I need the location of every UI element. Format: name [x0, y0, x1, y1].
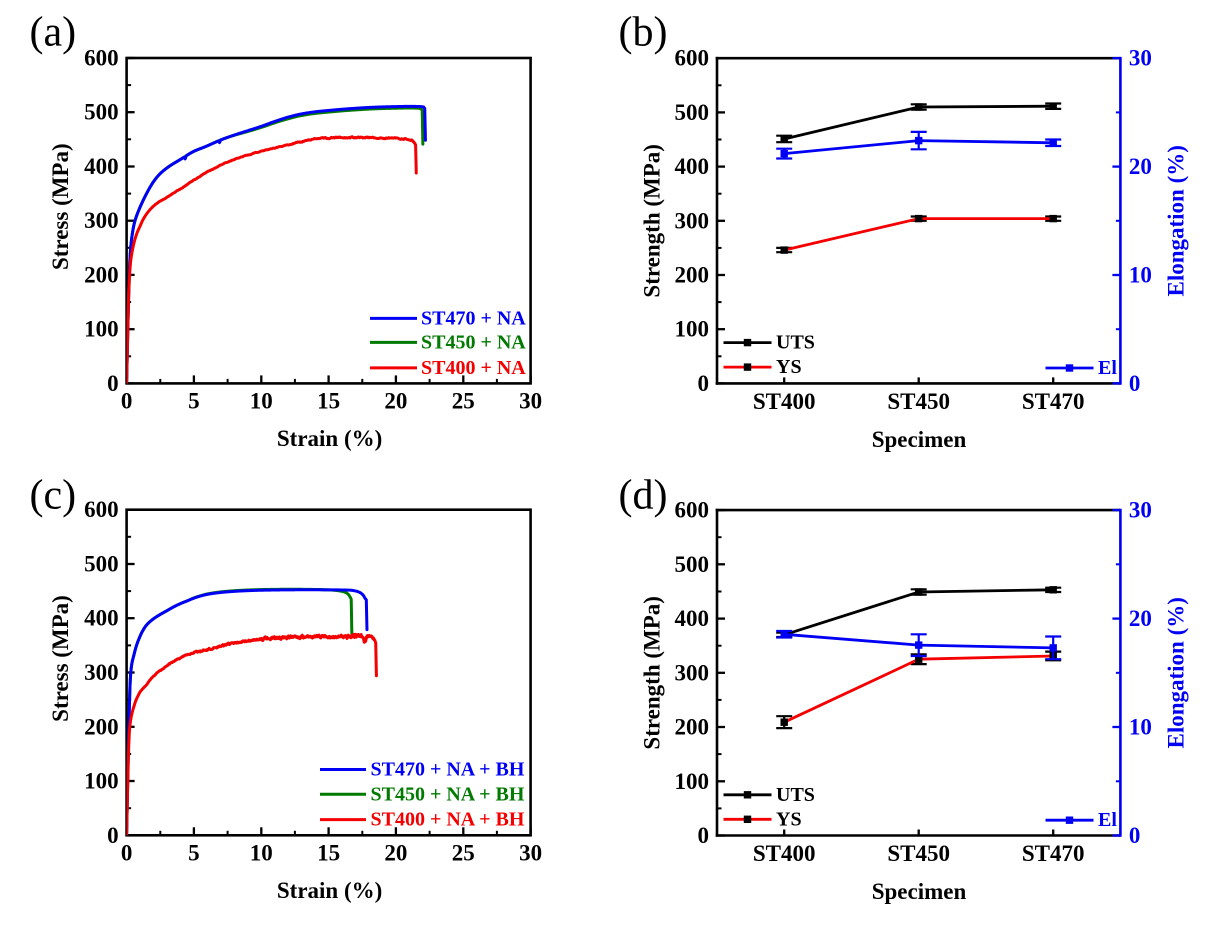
svg-text:10: 10 — [250, 388, 273, 413]
svg-text:0: 0 — [1129, 371, 1141, 396]
svg-text:200: 200 — [84, 262, 119, 287]
svg-text:500: 500 — [675, 100, 710, 125]
svg-text:20: 20 — [1129, 606, 1152, 631]
svg-text:ST470: ST470 — [1022, 841, 1085, 866]
svg-text:YS: YS — [776, 356, 802, 378]
svg-text:0: 0 — [121, 840, 133, 865]
svg-text:YS: YS — [776, 808, 802, 830]
svg-text:600: 600 — [675, 46, 710, 71]
svg-text:15: 15 — [317, 388, 340, 413]
svg-text:Specimen: Specimen — [872, 427, 967, 452]
svg-text:10: 10 — [250, 840, 273, 865]
svg-text:Strength (MPa): Strength (MPa) — [640, 596, 665, 750]
svg-text:15: 15 — [317, 840, 340, 865]
svg-text:ST450 + NA + BH: ST450 + NA + BH — [371, 783, 525, 805]
svg-text:30: 30 — [1129, 46, 1152, 71]
svg-text:Strength (MPa): Strength (MPa) — [640, 144, 665, 298]
svg-text:Strain (%): Strain (%) — [277, 878, 382, 903]
svg-text:ST450: ST450 — [887, 389, 950, 414]
svg-text:100: 100 — [84, 769, 119, 794]
svg-text:Stress (MPa): Stress (MPa) — [48, 143, 73, 270]
svg-text:ST400 + NA: ST400 + NA — [421, 357, 526, 379]
svg-text:0: 0 — [107, 371, 119, 396]
svg-text:0: 0 — [1129, 823, 1141, 848]
svg-text:600: 600 — [84, 497, 119, 522]
svg-text:ST470 + NA + BH: ST470 + NA + BH — [371, 759, 525, 781]
svg-text:(d): (d) — [619, 473, 668, 519]
svg-text:500: 500 — [84, 552, 119, 577]
svg-text:30: 30 — [519, 388, 542, 413]
svg-text:0: 0 — [107, 823, 119, 848]
svg-text:100: 100 — [84, 317, 119, 342]
svg-text:Stress (MPa): Stress (MPa) — [48, 595, 73, 722]
svg-text:Specimen: Specimen — [872, 879, 967, 904]
svg-text:El: El — [1098, 809, 1117, 831]
svg-text:Elongation (%): Elongation (%) — [1163, 597, 1188, 748]
svg-text:ST400 + NA + BH: ST400 + NA + BH — [371, 809, 525, 831]
svg-text:200: 200 — [675, 715, 710, 740]
svg-text:400: 400 — [84, 154, 119, 179]
svg-text:20: 20 — [384, 388, 407, 413]
svg-text:ST450 + NA: ST450 + NA — [421, 331, 526, 353]
svg-text:200: 200 — [675, 263, 710, 288]
svg-text:300: 300 — [84, 660, 119, 685]
svg-text:(c): (c) — [30, 473, 77, 519]
svg-text:5: 5 — [188, 840, 200, 865]
svg-text:ST400: ST400 — [753, 389, 816, 414]
svg-text:ST470: ST470 — [1022, 389, 1085, 414]
svg-text:30: 30 — [1129, 498, 1152, 523]
svg-text:400: 400 — [675, 606, 710, 631]
svg-text:25: 25 — [452, 388, 475, 413]
svg-text:ST450: ST450 — [887, 841, 950, 866]
svg-text:10: 10 — [1129, 715, 1152, 740]
svg-text:500: 500 — [675, 552, 710, 577]
svg-text:600: 600 — [675, 498, 710, 523]
svg-text:100: 100 — [675, 769, 710, 794]
svg-text:400: 400 — [675, 154, 710, 179]
svg-text:20: 20 — [1129, 154, 1152, 179]
svg-text:El: El — [1098, 357, 1117, 379]
svg-text:(b): (b) — [619, 10, 668, 56]
svg-text:0: 0 — [121, 388, 133, 413]
svg-text:200: 200 — [84, 714, 119, 739]
svg-text:10: 10 — [1129, 263, 1152, 288]
svg-text:Strain (%): Strain (%) — [277, 426, 382, 451]
svg-text:20: 20 — [384, 840, 407, 865]
svg-text:600: 600 — [84, 46, 119, 71]
svg-text:(a): (a) — [30, 10, 77, 56]
svg-text:300: 300 — [675, 660, 710, 685]
svg-text:UTS: UTS — [776, 784, 815, 806]
svg-text:100: 100 — [675, 317, 710, 342]
svg-text:500: 500 — [84, 100, 119, 125]
svg-text:ST400: ST400 — [753, 841, 816, 866]
svg-text:25: 25 — [452, 840, 475, 865]
svg-text:0: 0 — [698, 823, 710, 848]
svg-text:ST470 + NA: ST470 + NA — [421, 307, 526, 329]
svg-text:30: 30 — [519, 840, 542, 865]
svg-text:Elongation (%): Elongation (%) — [1163, 145, 1188, 296]
svg-text:300: 300 — [675, 208, 710, 233]
svg-text:0: 0 — [698, 371, 710, 396]
svg-text:400: 400 — [84, 606, 119, 631]
svg-text:5: 5 — [188, 388, 200, 413]
svg-text:300: 300 — [84, 208, 119, 233]
svg-text:UTS: UTS — [776, 332, 815, 354]
